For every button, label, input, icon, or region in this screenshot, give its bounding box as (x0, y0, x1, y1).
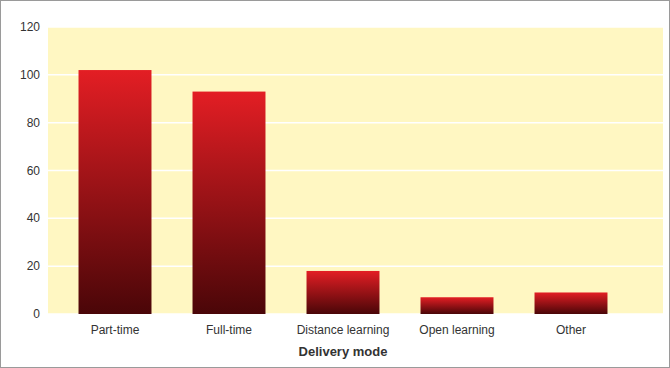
x-tick-label: Other (556, 323, 586, 337)
y-tick-label: 60 (27, 164, 41, 178)
x-tick-label: Full-time (206, 323, 252, 337)
x-tick-label: Part-time (91, 323, 140, 337)
grid-line (48, 26, 663, 28)
bar (535, 292, 608, 314)
bars (79, 70, 608, 314)
y-tick-label: 100 (20, 68, 40, 82)
bar (421, 297, 494, 314)
x-axis-title: Delivery mode (299, 344, 388, 359)
frame (1, 1, 670, 368)
chart: 0 20 40 60 80 100 120 Part-time Full-time Distanc… (0, 0, 670, 368)
x-tick-label: Distance learning (297, 323, 390, 337)
y-tick-label: 120 (20, 20, 40, 34)
y-tick-label: 40 (27, 211, 41, 225)
bar (307, 271, 380, 314)
x-tick-label: Open learning (419, 323, 494, 337)
plot-background (48, 27, 663, 314)
bar (79, 70, 152, 314)
y-tick-label: 0 (33, 307, 40, 321)
bar (193, 92, 266, 314)
y-tick-label: 80 (27, 116, 41, 130)
y-tick-label: 20 (27, 259, 41, 273)
